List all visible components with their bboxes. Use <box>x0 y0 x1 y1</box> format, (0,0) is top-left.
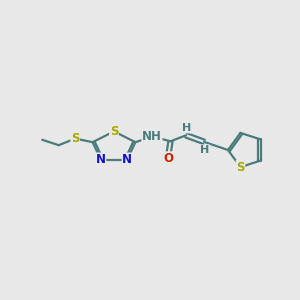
Text: N: N <box>96 153 106 166</box>
Text: N: N <box>122 153 132 166</box>
Text: NH: NH <box>142 130 162 143</box>
Text: S: S <box>110 125 118 138</box>
Text: S: S <box>71 132 80 145</box>
Text: S: S <box>236 160 245 174</box>
Text: O: O <box>163 152 173 165</box>
Text: H: H <box>182 123 191 133</box>
Text: H: H <box>200 145 209 155</box>
